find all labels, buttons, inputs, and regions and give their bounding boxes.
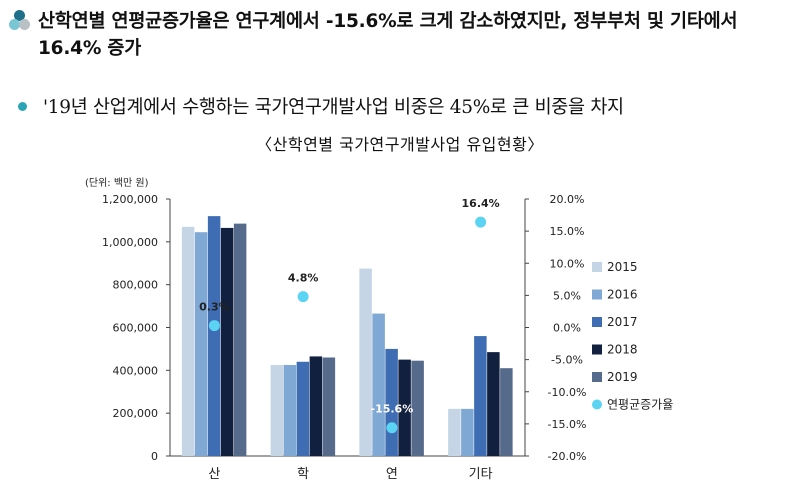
bar-2015-2: [359, 268, 372, 456]
legend-swatch-growth: [592, 399, 602, 410]
legend-entry-label: 2018: [607, 343, 638, 357]
y2-tick-label: 15.0%: [550, 225, 585, 238]
y2-tick-label: -10.0%: [548, 386, 587, 399]
bar-2016-2: [372, 313, 385, 456]
bar-2018-0: [220, 227, 234, 456]
y-tick-label: 1,000,000: [102, 236, 158, 249]
legend-entry-label: 2017: [607, 315, 638, 329]
y-tick-label: 200,000: [113, 407, 159, 420]
legend-entry-label: 2019: [607, 370, 638, 384]
bullet-point: '19년 산업계에서 수행하는 국가연구개발사업 비중은 45%로 큰 비중을 …: [18, 93, 624, 119]
y-tick-label: 600,000: [113, 322, 159, 335]
hexagon-bullet-icon: [8, 8, 38, 34]
bar-2017-3: [474, 336, 487, 456]
bar-2015-1: [270, 364, 284, 456]
legend-swatch-2015: [592, 262, 602, 272]
y2-tick-label: 10.0%: [550, 257, 585, 270]
bar-2018-1: [309, 356, 323, 456]
y-tick-label: 400,000: [113, 364, 159, 377]
legend-swatch-2017: [592, 317, 602, 327]
bar-2018-2: [398, 359, 411, 456]
y-axis-unit-label: (단위: 백만 원): [85, 176, 149, 189]
y2-tick-label: -15.0%: [548, 418, 587, 431]
x-tick-label: 산: [208, 467, 220, 482]
y2-tick-label: -5.0%: [551, 354, 583, 367]
bar-2019-2: [411, 360, 424, 456]
bar-2015-3: [448, 408, 461, 456]
growth-point: [297, 291, 309, 303]
growth-point: [386, 422, 398, 434]
y2-tick-label: 0.0%: [553, 322, 581, 335]
headline: 산학연별 연평균증가율은 연구계에서 -15.6%로 크게 감소하였지만, 정부…: [8, 8, 788, 62]
y2-tick-label: 5.0%: [553, 289, 581, 302]
growth-data-label: 16.4%: [462, 197, 500, 210]
x-tick-label: 학: [297, 467, 309, 482]
x-tick-label: 연: [386, 467, 398, 482]
growth-data-label: 0.3%: [199, 301, 230, 314]
legend-entry-label: 2015: [607, 260, 638, 274]
x-tick-label: 기타: [469, 467, 493, 482]
bar-2019-3: [500, 368, 513, 456]
y-tick-label: 800,000: [113, 279, 159, 292]
legend-entry-label: 2016: [607, 288, 638, 302]
bar-2017-0: [207, 216, 221, 456]
bar-2019-0: [233, 223, 247, 456]
growth-data-label: -15.6%: [371, 403, 414, 416]
bullet-dot-icon: [18, 101, 27, 111]
bar-2019-1: [322, 357, 336, 456]
chart-title: 〈산학연별 국가연구개발사업 유입현황〉: [256, 135, 544, 154]
bar-chart: (단위: 백만 원) 0 200,000 400,000 600,000 800,000 1…: [85, 176, 673, 482]
bar-2016-0: [194, 232, 208, 456]
bullet-text: '19년 산업계에서 수행하는 국가연구개발사업 비중은 45%로 큰 비중을 …: [43, 97, 624, 118]
bar-2017-1: [296, 361, 310, 456]
bar-2018-3: [487, 352, 500, 456]
y2-tick-label: 20.0%: [550, 193, 585, 206]
headline-text: 산학연별 연평균증가율은 연구계에서 -15.6%로 크게 감소하였지만, 정부…: [38, 11, 738, 59]
growth-point: [208, 320, 220, 332]
growth-point: [475, 216, 487, 228]
legend-entry-label: 연평균증가율: [607, 398, 673, 412]
legend-swatch-2016: [592, 289, 602, 300]
legend-swatch-2018: [592, 344, 602, 355]
growth-data-label: 4.8%: [288, 272, 319, 285]
bar-2016-1: [283, 364, 297, 456]
legend-swatch-2019: [592, 372, 602, 382]
bar-2015-0: [181, 226, 195, 456]
y-tick-label: 1,200,000: [102, 193, 158, 206]
y-tick-label: 0: [151, 450, 158, 463]
bar-2016-3: [461, 408, 474, 456]
y2-tick-label: -20.0%: [548, 450, 587, 463]
